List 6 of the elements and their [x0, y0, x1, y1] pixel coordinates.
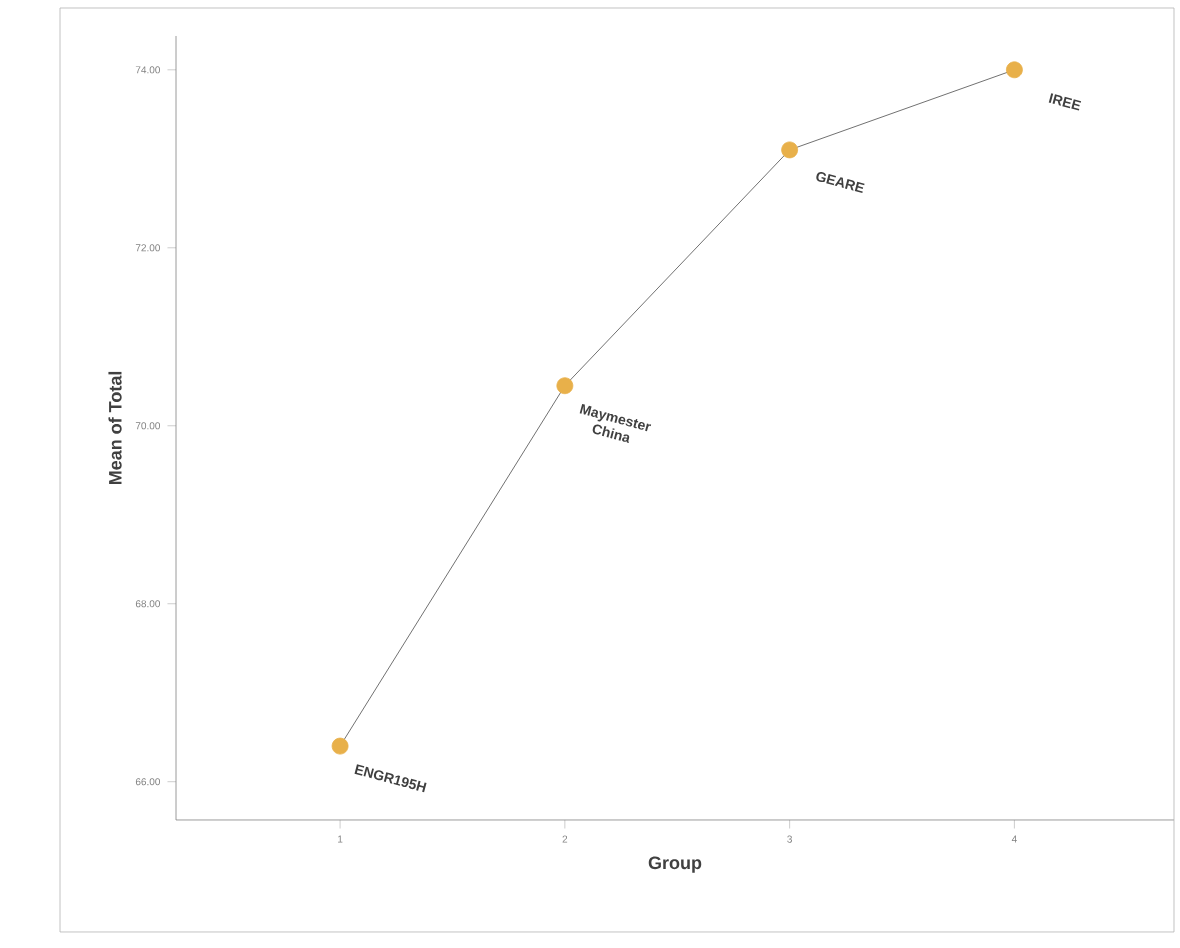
point — [1006, 61, 1023, 79]
x-axis-title: Group — [648, 856, 702, 873]
point — [556, 377, 574, 395]
point — [331, 737, 349, 755]
y-axis-title: Mean of Total — [108, 371, 122, 485]
point — [781, 141, 799, 159]
